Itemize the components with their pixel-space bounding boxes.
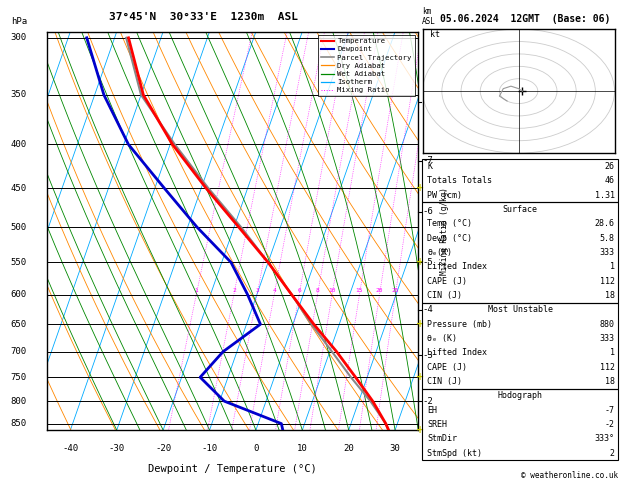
Text: 37°45'N  30°33'E  1230m  ASL: 37°45'N 30°33'E 1230m ASL: [109, 12, 298, 21]
Text: CIN (J): CIN (J): [427, 377, 462, 386]
Text: 4: 4: [272, 288, 276, 293]
Text: 25: 25: [392, 288, 399, 293]
Text: 333°: 333°: [594, 434, 615, 444]
Text: 6: 6: [298, 288, 301, 293]
Text: 350: 350: [11, 90, 27, 100]
Text: 333: 333: [599, 248, 615, 257]
Text: 300: 300: [11, 34, 27, 42]
Text: Mixing Ratio (g/kg): Mixing Ratio (g/kg): [440, 187, 448, 275]
Text: 46: 46: [604, 176, 615, 186]
Text: 0: 0: [253, 444, 259, 453]
Text: 1.31: 1.31: [594, 191, 615, 200]
Text: -2: -2: [604, 420, 615, 429]
Text: Lifted Index: Lifted Index: [427, 348, 487, 358]
Text: +: +: [416, 319, 424, 329]
Text: 1: 1: [610, 348, 615, 358]
Text: 10: 10: [328, 288, 336, 293]
Text: 600: 600: [11, 290, 27, 299]
Text: 850: 850: [11, 419, 27, 428]
Text: 112: 112: [599, 363, 615, 372]
Text: km
ASL: km ASL: [422, 7, 436, 26]
Text: Totals Totals: Totals Totals: [427, 176, 492, 186]
Text: 500: 500: [11, 223, 27, 231]
Text: EH: EH: [427, 406, 437, 415]
Text: θₑ(K): θₑ(K): [427, 248, 452, 257]
Text: Pressure (mb): Pressure (mb): [427, 320, 492, 329]
Text: +: +: [416, 258, 424, 267]
Text: 26: 26: [604, 162, 615, 171]
Text: -20: -20: [155, 444, 171, 453]
Text: -3: -3: [423, 351, 433, 360]
Text: 450: 450: [11, 184, 27, 192]
Text: CIN (J): CIN (J): [427, 291, 462, 300]
Text: 8: 8: [316, 288, 320, 293]
Text: 1: 1: [194, 288, 198, 293]
Text: 2: 2: [232, 288, 236, 293]
Text: θₑ (K): θₑ (K): [427, 334, 457, 343]
Text: +: +: [416, 372, 424, 382]
Text: 10: 10: [297, 444, 308, 453]
Text: -4: -4: [423, 305, 433, 314]
Text: -8: -8: [423, 98, 433, 107]
Text: 700: 700: [11, 347, 27, 356]
Text: 333: 333: [599, 334, 615, 343]
Text: 650: 650: [11, 320, 27, 329]
Text: 880: 880: [599, 320, 615, 329]
Text: 20: 20: [376, 288, 383, 293]
Text: 3: 3: [255, 288, 259, 293]
Legend: Temperature, Dewpoint, Parcel Trajectory, Dry Adiabat, Wet Adiabat, Isotherm, Mi: Temperature, Dewpoint, Parcel Trajectory…: [318, 35, 415, 96]
Text: -2: -2: [423, 397, 433, 406]
Text: 800: 800: [11, 397, 27, 406]
Text: Hodograph: Hodograph: [498, 391, 543, 400]
Text: SREH: SREH: [427, 420, 447, 429]
Text: 550: 550: [11, 258, 27, 267]
Text: StmDir: StmDir: [427, 434, 457, 444]
Text: Temp (°C): Temp (°C): [427, 219, 472, 228]
Text: 750: 750: [11, 373, 27, 382]
Text: Most Unstable: Most Unstable: [487, 305, 553, 314]
Text: -30: -30: [109, 444, 125, 453]
Text: CAPE (J): CAPE (J): [427, 277, 467, 286]
Text: K: K: [427, 162, 432, 171]
Text: 2: 2: [610, 449, 615, 458]
Text: 18: 18: [604, 291, 615, 300]
Text: -6: -6: [423, 208, 433, 216]
Text: 112: 112: [599, 277, 615, 286]
Text: Lifted Index: Lifted Index: [427, 262, 487, 272]
Text: © weatheronline.co.uk: © weatheronline.co.uk: [521, 471, 618, 480]
Text: 30: 30: [390, 444, 401, 453]
Text: hPa: hPa: [11, 17, 27, 26]
Text: Surface: Surface: [503, 205, 538, 214]
Text: 18: 18: [604, 377, 615, 386]
Text: kt: kt: [430, 30, 440, 38]
Text: 15: 15: [356, 288, 363, 293]
Text: Dewpoint / Temperature (°C): Dewpoint / Temperature (°C): [148, 464, 317, 474]
Text: Dewp (°C): Dewp (°C): [427, 234, 472, 243]
Text: CAPE (J): CAPE (J): [427, 363, 467, 372]
Text: 5.8: 5.8: [599, 234, 615, 243]
Text: +: +: [416, 425, 424, 435]
Text: -10: -10: [201, 444, 218, 453]
Text: -7: -7: [604, 406, 615, 415]
Text: StmSpd (kt): StmSpd (kt): [427, 449, 482, 458]
Text: 05.06.2024  12GMT  (Base: 06): 05.06.2024 12GMT (Base: 06): [440, 14, 610, 24]
Text: 400: 400: [11, 140, 27, 149]
Text: -5: -5: [423, 258, 433, 267]
Text: -40: -40: [62, 444, 79, 453]
Text: 20: 20: [343, 444, 354, 453]
Text: -7: -7: [423, 156, 433, 165]
Text: PW (cm): PW (cm): [427, 191, 462, 200]
Text: 28.6: 28.6: [594, 219, 615, 228]
Text: 1: 1: [610, 262, 615, 272]
Text: +: +: [416, 183, 424, 193]
